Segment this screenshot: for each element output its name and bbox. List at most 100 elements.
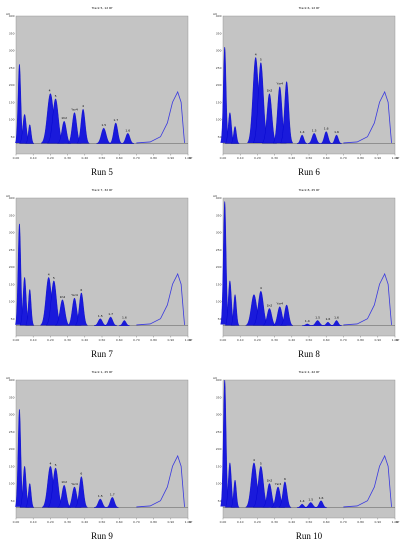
x-tick-label: 0.90 bbox=[374, 338, 381, 342]
peak-label: 1h2 bbox=[267, 479, 273, 483]
x-tick-label: 0.00 bbox=[220, 338, 227, 342]
track-header: Track 2, 42 Rf bbox=[298, 370, 320, 374]
y-tick-label: 250 bbox=[9, 66, 15, 70]
x-tick-label: 0.70 bbox=[340, 520, 347, 524]
peak-label: 1.5 bbox=[308, 497, 313, 501]
y-tick-label: 250 bbox=[9, 430, 15, 434]
x-tick-label: 0.40 bbox=[81, 338, 88, 342]
y-tick-label: 350 bbox=[216, 395, 222, 399]
peak-label: Ysr4 bbox=[275, 482, 282, 486]
x-tick-label: 0.30 bbox=[64, 156, 71, 160]
peak-label: 4 bbox=[253, 458, 255, 462]
run-label: Run 10 bbox=[295, 531, 323, 541]
peak-label: 1.6 bbox=[326, 317, 331, 321]
peak-area bbox=[55, 299, 70, 326]
x-unit-label: Rf bbox=[189, 156, 193, 160]
y-unit-label: AU bbox=[213, 12, 217, 16]
peak-area bbox=[96, 127, 111, 144]
peak-label: 5 bbox=[260, 58, 262, 62]
y-tick-label: 200 bbox=[9, 83, 15, 87]
tail-curve bbox=[343, 272, 392, 326]
x-tick-label: 0.60 bbox=[116, 520, 123, 524]
peak-area bbox=[261, 93, 278, 144]
y-tick-label: 50 bbox=[218, 499, 222, 503]
plot-area bbox=[15, 379, 189, 519]
x-tick-label: 0.50 bbox=[306, 156, 313, 160]
peak-area bbox=[25, 124, 34, 144]
peak-label: 1.6 bbox=[319, 496, 324, 500]
x-tick-label: 0.10 bbox=[237, 520, 244, 524]
peak-area bbox=[311, 320, 324, 326]
x-tick-label: 1.00 bbox=[392, 338, 399, 342]
x-tick-label: 0.00 bbox=[13, 520, 20, 524]
run-label: Run 5 bbox=[91, 167, 113, 177]
peak-label: 1h2 bbox=[61, 480, 67, 484]
x-tick-label: 0.60 bbox=[323, 338, 330, 342]
peak-label: 1.7 bbox=[110, 492, 115, 496]
x-tick-label: 0.10 bbox=[30, 520, 37, 524]
peak-area bbox=[109, 122, 123, 144]
peak-area bbox=[106, 497, 119, 508]
peak-area bbox=[302, 323, 313, 326]
x-tick-label: 0.30 bbox=[271, 338, 278, 342]
x-tick-label: 0.80 bbox=[357, 156, 364, 160]
peak-area bbox=[230, 126, 240, 144]
peak-label: 4 bbox=[82, 104, 84, 108]
peak-label: 1.5 bbox=[315, 315, 320, 319]
y-tick-label: 100 bbox=[216, 300, 222, 304]
peak-label: 4 bbox=[255, 52, 257, 56]
x-unit-label: Rf bbox=[189, 338, 193, 342]
peak-label: 6 bbox=[284, 477, 286, 481]
x-tick-label: 1.00 bbox=[392, 156, 399, 160]
y-unit-label: AU bbox=[6, 376, 10, 380]
peak-label: 1.5 bbox=[98, 494, 103, 498]
peak-label: 1.7 bbox=[108, 312, 113, 316]
y-tick-label: 200 bbox=[216, 447, 222, 451]
peak-label: 5 bbox=[55, 463, 57, 467]
y-tick-label: 250 bbox=[216, 248, 222, 252]
peak-area bbox=[74, 292, 89, 326]
peak-area bbox=[331, 134, 342, 144]
chart-panel-run-7: Track 7, 32 Rf 400 350 300 250 200 150 100 50 AU 0… bbox=[2, 184, 202, 362]
y-unit-label: AU bbox=[6, 12, 10, 16]
y-tick-label: 50 bbox=[11, 499, 15, 503]
x-tick-label: 0.20 bbox=[254, 156, 261, 160]
run-label: Run 8 bbox=[298, 349, 320, 359]
x-tick-label: 1.00 bbox=[185, 520, 192, 524]
peak-area bbox=[57, 484, 71, 508]
x-tick-label: 0.90 bbox=[167, 520, 174, 524]
peak-area bbox=[57, 120, 71, 144]
x-tick-label: 0.40 bbox=[288, 338, 295, 342]
x-tick-label: 0.60 bbox=[116, 156, 123, 160]
peak-area bbox=[76, 108, 90, 144]
y-tick-label: 350 bbox=[216, 31, 222, 35]
x-tick-label: 0.70 bbox=[133, 156, 140, 160]
chart-panel-run-5: Track 5, 12 Rf 400 350 300 250 200 150 100 50 AU 0… bbox=[2, 2, 202, 180]
peak-area bbox=[119, 320, 130, 326]
y-tick-label: 150 bbox=[9, 464, 15, 468]
x-tick-label: 0.90 bbox=[374, 156, 381, 160]
track-header: Track 6, 12 Rf bbox=[298, 6, 320, 10]
x-tick-label: 0.30 bbox=[271, 520, 278, 524]
x-tick-label: 0.20 bbox=[47, 338, 54, 342]
x-tick-label: 0.00 bbox=[13, 156, 20, 160]
peak-label: 1.6 bbox=[324, 127, 329, 131]
y-tick-label: 300 bbox=[216, 49, 222, 53]
x-tick-label: 0.10 bbox=[237, 338, 244, 342]
x-tick-label: 0.70 bbox=[340, 156, 347, 160]
x-tick-label: 0.50 bbox=[99, 338, 106, 342]
y-tick-label: 250 bbox=[216, 430, 222, 434]
peak-area bbox=[322, 321, 334, 326]
peak-area bbox=[307, 133, 321, 144]
x-tick-label: 0.70 bbox=[133, 520, 140, 524]
y-tick-label: 100 bbox=[9, 300, 15, 304]
x-tick-label: 0.80 bbox=[150, 520, 157, 524]
x-tick-label: 0.70 bbox=[133, 338, 140, 342]
peak-label: 1.5 bbox=[98, 314, 103, 318]
peak-label: Ysr4 bbox=[71, 293, 78, 297]
x-tick-label: 0.60 bbox=[323, 156, 330, 160]
chart-panel-run-6: Track 6, 12 Rf 400 350 300 250 200 150 100 50 AU 0… bbox=[209, 2, 409, 180]
x-tick-label: 0.40 bbox=[288, 520, 295, 524]
x-tick-label: 0.80 bbox=[150, 338, 157, 342]
y-unit-label: AU bbox=[6, 194, 10, 198]
